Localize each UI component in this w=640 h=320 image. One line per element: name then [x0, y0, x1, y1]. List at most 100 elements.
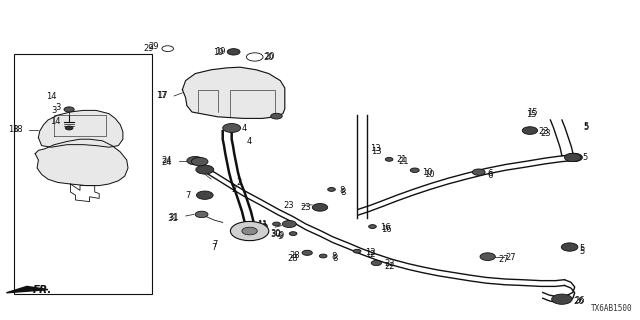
Circle shape	[273, 222, 280, 226]
Text: 26: 26	[574, 296, 585, 305]
Text: 16: 16	[381, 225, 392, 234]
Circle shape	[242, 227, 257, 235]
Text: 13: 13	[370, 144, 381, 153]
Text: 3: 3	[56, 103, 61, 112]
Text: 6: 6	[488, 171, 493, 180]
Text: 12: 12	[365, 248, 375, 257]
Text: 32: 32	[257, 223, 268, 232]
Text: 20: 20	[264, 52, 275, 61]
Circle shape	[480, 253, 495, 260]
Text: 13: 13	[371, 147, 382, 156]
Text: 5: 5	[584, 124, 589, 132]
Text: 6: 6	[488, 169, 493, 178]
Circle shape	[353, 249, 361, 253]
Polygon shape	[6, 286, 48, 293]
Circle shape	[282, 220, 296, 228]
Circle shape	[319, 254, 327, 258]
Text: 2: 2	[232, 185, 237, 194]
Circle shape	[230, 221, 269, 241]
Text: 15: 15	[527, 108, 538, 117]
Circle shape	[195, 211, 208, 218]
Circle shape	[223, 124, 241, 132]
Text: FR.: FR.	[33, 285, 52, 295]
Circle shape	[472, 169, 485, 175]
Text: 20: 20	[264, 53, 274, 62]
Text: 11: 11	[257, 221, 268, 230]
Circle shape	[196, 165, 214, 174]
Text: 19: 19	[214, 48, 224, 57]
Circle shape	[522, 127, 538, 134]
Text: 21: 21	[397, 155, 407, 164]
Text: 4: 4	[242, 124, 247, 133]
Circle shape	[227, 49, 240, 55]
Circle shape	[65, 126, 73, 130]
Circle shape	[312, 204, 328, 211]
Text: 5: 5	[582, 153, 588, 162]
Text: 30: 30	[270, 229, 281, 238]
Text: 5: 5	[584, 122, 589, 131]
Circle shape	[302, 250, 312, 255]
Circle shape	[371, 260, 381, 266]
Circle shape	[289, 232, 297, 236]
Text: 24: 24	[161, 156, 172, 165]
Text: 17: 17	[157, 92, 168, 100]
Text: 15: 15	[526, 110, 536, 119]
Circle shape	[196, 191, 213, 199]
Text: TX6AB1500: TX6AB1500	[591, 304, 632, 313]
Text: 29: 29	[148, 42, 159, 51]
Text: 27: 27	[498, 255, 509, 264]
Circle shape	[369, 225, 376, 228]
Text: 29: 29	[143, 44, 154, 53]
Text: 8: 8	[339, 186, 344, 195]
Text: 21: 21	[398, 157, 408, 166]
Text: 5: 5	[579, 247, 584, 256]
Text: 9: 9	[278, 232, 283, 241]
Circle shape	[64, 107, 74, 112]
Text: 22: 22	[384, 262, 394, 271]
Text: 19: 19	[215, 47, 225, 56]
Text: 10: 10	[422, 168, 433, 177]
Text: 23: 23	[284, 201, 294, 210]
Text: 27: 27	[506, 253, 516, 262]
Text: 23: 23	[539, 127, 550, 136]
Text: 4: 4	[246, 137, 252, 146]
Text: 12: 12	[365, 250, 375, 259]
Circle shape	[564, 153, 581, 162]
Text: 17: 17	[156, 92, 166, 100]
Circle shape	[552, 294, 572, 304]
Text: 22: 22	[384, 260, 394, 268]
Text: 7: 7	[212, 240, 218, 249]
Text: 18: 18	[8, 125, 19, 134]
Polygon shape	[35, 139, 128, 186]
Text: 28: 28	[289, 252, 300, 260]
Text: 31: 31	[167, 214, 178, 223]
Text: 2: 2	[237, 178, 242, 187]
Text: 28: 28	[287, 254, 298, 263]
Text: 24: 24	[161, 158, 172, 167]
Text: 26: 26	[573, 297, 584, 306]
Text: 10: 10	[424, 170, 434, 179]
Text: 8: 8	[332, 252, 337, 261]
Circle shape	[271, 113, 282, 119]
Text: 30: 30	[270, 230, 281, 239]
Text: 32: 32	[258, 224, 269, 233]
Text: 3: 3	[51, 106, 56, 115]
Circle shape	[385, 157, 393, 161]
Text: 23: 23	[541, 129, 552, 138]
Text: 7: 7	[186, 191, 191, 200]
Text: 16: 16	[380, 223, 391, 232]
Text: 23: 23	[300, 203, 311, 212]
Text: 5: 5	[579, 244, 584, 253]
Text: 18: 18	[12, 125, 22, 134]
Circle shape	[191, 157, 208, 166]
Circle shape	[566, 153, 582, 162]
Text: 8: 8	[340, 188, 346, 197]
Text: 11: 11	[257, 220, 268, 229]
Circle shape	[410, 168, 419, 172]
Text: 14: 14	[51, 117, 61, 126]
Text: 9: 9	[279, 231, 284, 240]
Circle shape	[561, 243, 578, 251]
Text: 14: 14	[46, 92, 56, 101]
Text: 7: 7	[211, 244, 216, 252]
Circle shape	[328, 188, 335, 191]
